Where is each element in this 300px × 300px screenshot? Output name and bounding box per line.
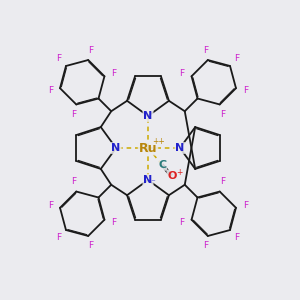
Text: F: F <box>243 86 248 95</box>
Text: F: F <box>88 241 93 250</box>
Text: F: F <box>235 232 240 242</box>
Text: F: F <box>56 54 61 63</box>
Text: F: F <box>220 110 225 118</box>
Text: F: F <box>88 46 93 55</box>
Text: F: F <box>71 110 76 118</box>
Text: F: F <box>220 177 225 186</box>
Text: N: N <box>111 143 121 153</box>
Text: ⁻: ⁻ <box>151 178 155 188</box>
Text: N: N <box>143 111 153 121</box>
Text: F: F <box>71 177 76 186</box>
Text: F: F <box>203 241 208 250</box>
Text: F: F <box>112 69 117 78</box>
Text: F: F <box>203 46 208 55</box>
Text: +: + <box>176 168 182 177</box>
Text: F: F <box>48 201 53 210</box>
Text: F: F <box>56 232 61 242</box>
Text: F: F <box>243 201 248 210</box>
Text: N: N <box>176 143 184 153</box>
Text: F: F <box>112 218 117 227</box>
Text: F: F <box>235 54 240 63</box>
Text: N: N <box>143 175 153 185</box>
Text: O: O <box>167 171 177 181</box>
Text: C: C <box>158 160 166 170</box>
Text: ++: ++ <box>153 137 165 146</box>
Text: Ru: Ru <box>139 142 157 154</box>
Text: F: F <box>179 218 184 227</box>
Text: F: F <box>179 69 184 78</box>
Text: F: F <box>48 86 53 95</box>
